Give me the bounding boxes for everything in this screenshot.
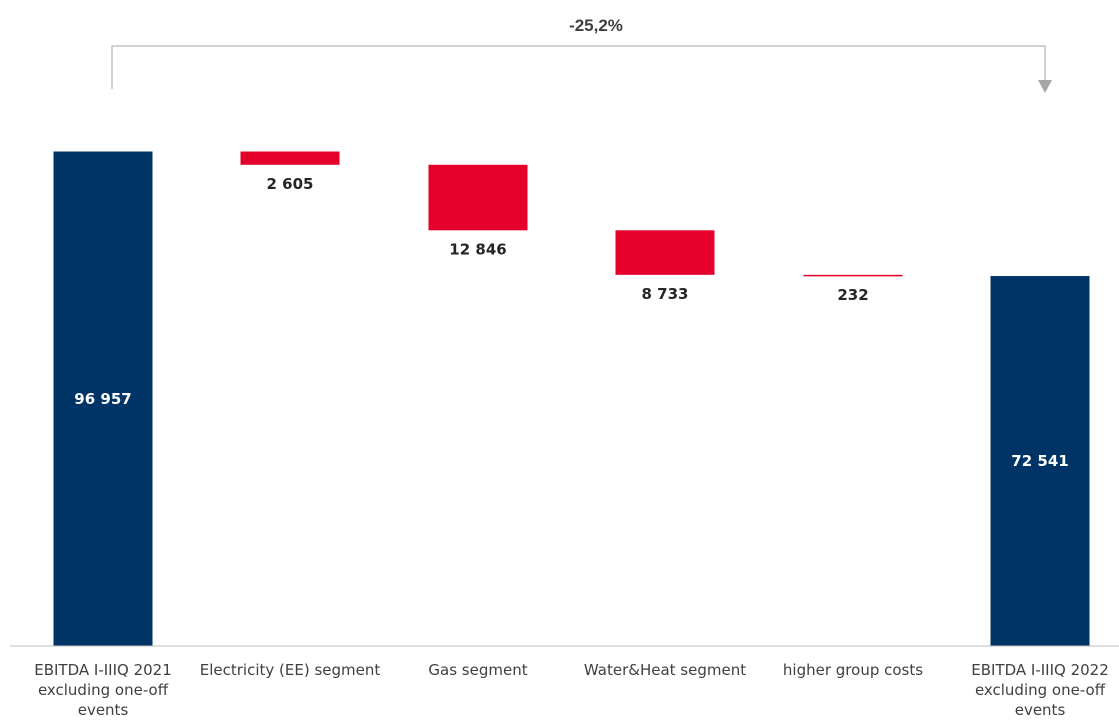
bar-3 — [615, 230, 715, 275]
bar-5 — [990, 276, 1090, 646]
category-label-5: EBITDA I-IIIQ 2022 excluding one-off event… — [971, 661, 1109, 719]
value-label-2: 12 846 — [449, 240, 506, 258]
value-label-4: 232 — [837, 286, 868, 304]
category-label-3: Water&Heat segment — [584, 661, 746, 679]
value-label-3: 8 733 — [642, 285, 689, 303]
bars — [53, 151, 1090, 646]
bar-0 — [53, 151, 153, 646]
category-label-1: Electricity (EE) segment — [200, 661, 381, 679]
change-percent-label: -25,2% — [569, 16, 623, 35]
category-label-2: Gas segment — [428, 661, 527, 679]
value-label-5: 72 541 — [1011, 452, 1068, 470]
category-labels: EBITDA I-IIIQ 2021 excluding one-off event… — [34, 661, 1109, 719]
arrow-down-icon — [1038, 80, 1052, 93]
bar-2 — [428, 164, 528, 231]
value-labels: 96 957 2 605 12 846 8 733 232 72 541 — [74, 175, 1068, 470]
bar-1 — [240, 151, 340, 165]
value-label-1: 2 605 — [267, 175, 314, 193]
bracket-line — [111, 45, 1046, 89]
value-label-0: 96 957 — [74, 390, 131, 408]
category-label-4: higher group costs — [783, 661, 923, 679]
change-bracket — [111, 45, 1052, 93]
bar-4 — [803, 274, 903, 277]
category-label-0: EBITDA I-IIIQ 2021 excluding one-off event… — [34, 661, 172, 719]
